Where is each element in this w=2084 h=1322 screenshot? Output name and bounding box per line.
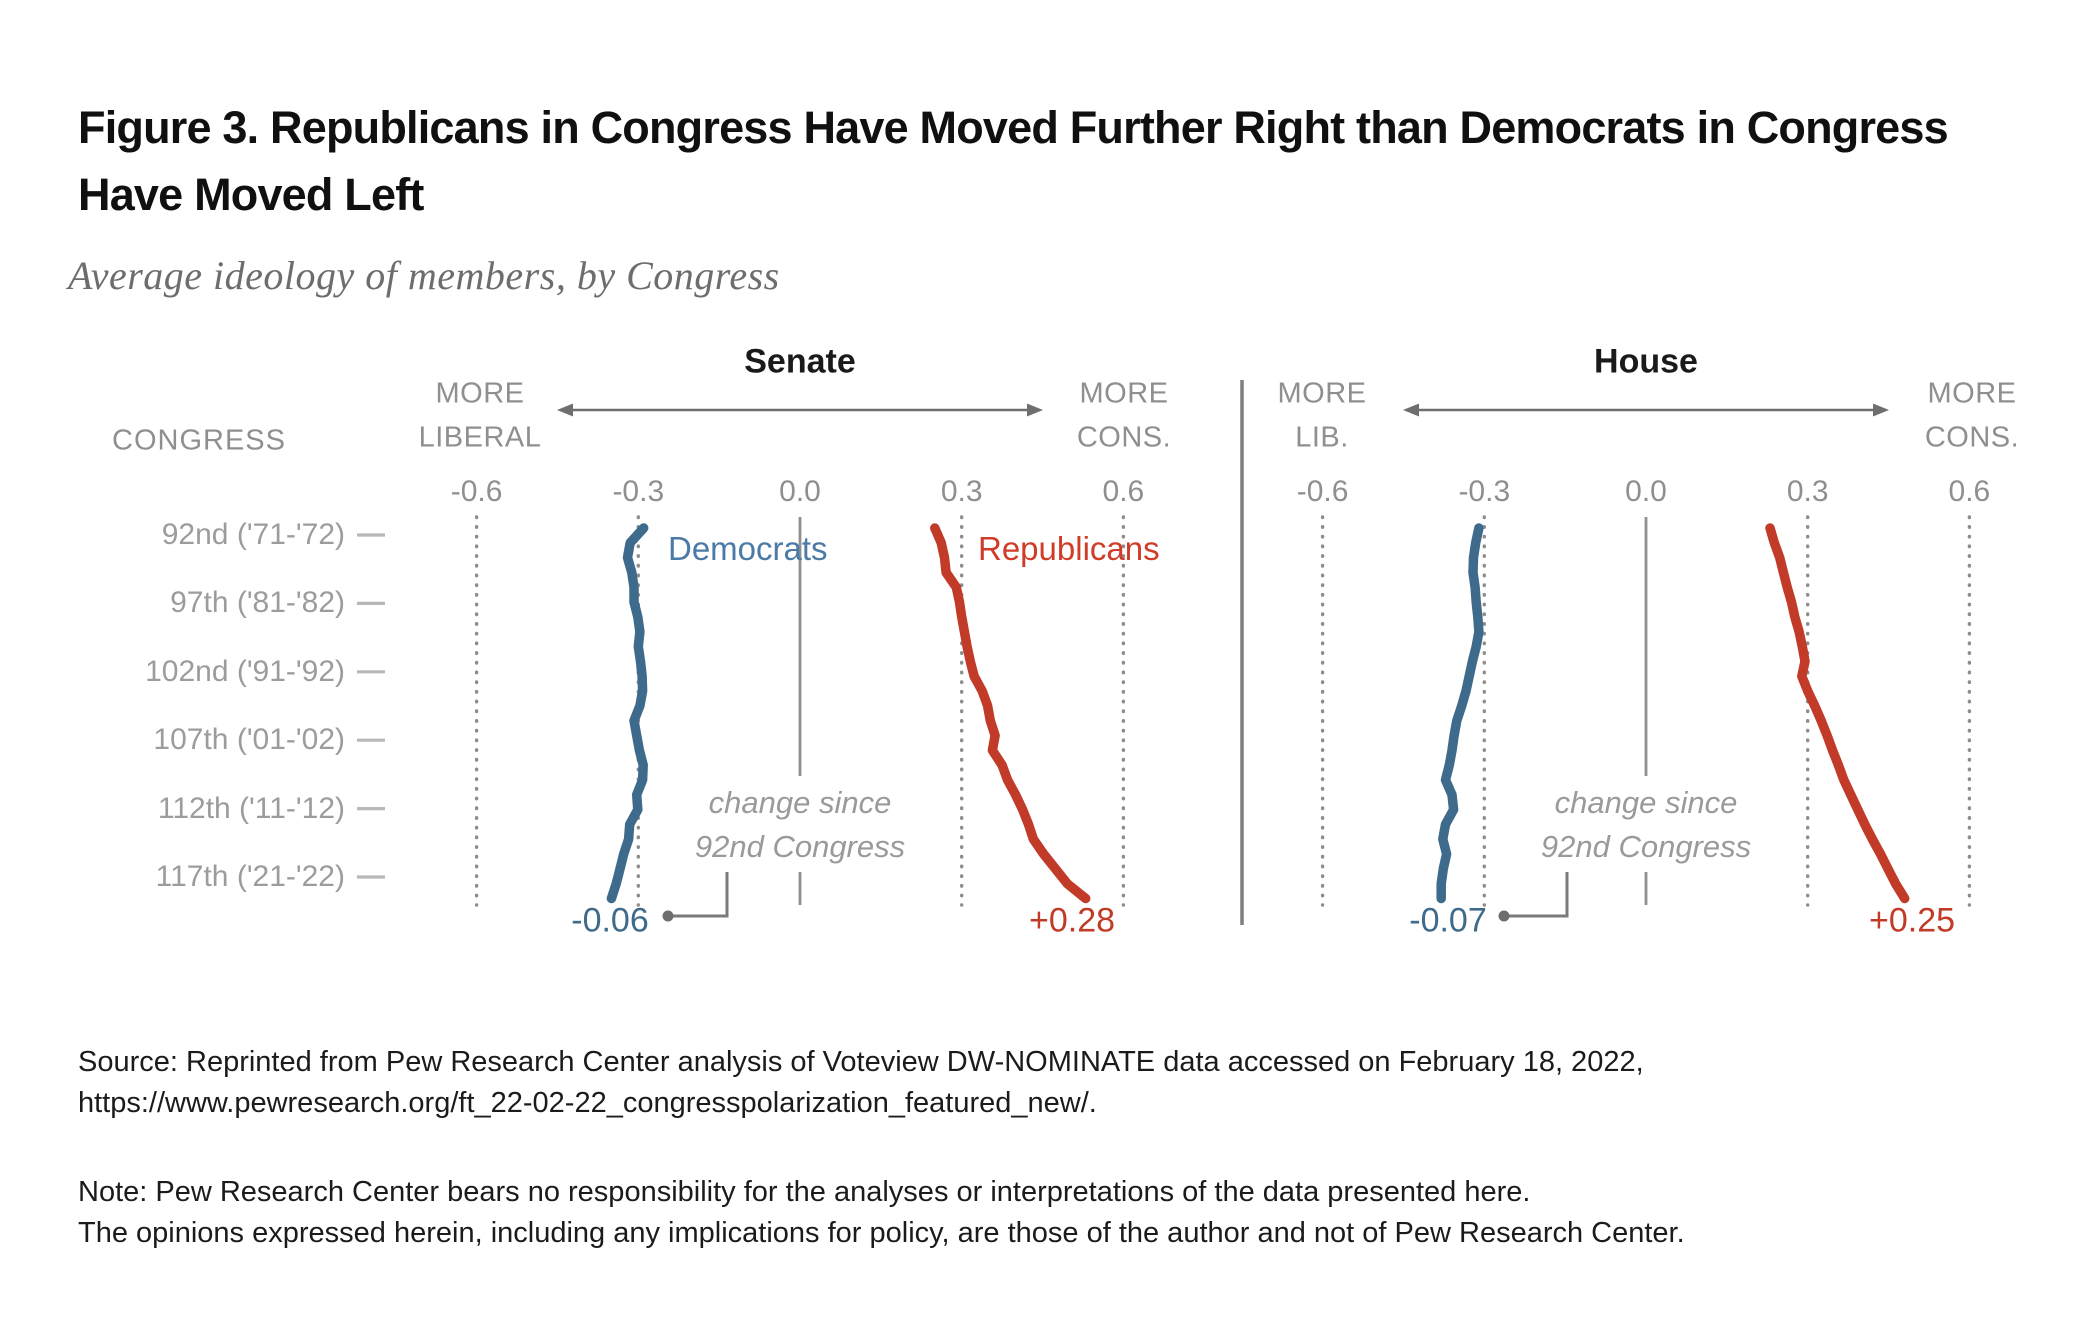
congress-row-label: 107th ('01-'02): [153, 723, 345, 757]
senate-republicans-line: [930, 523, 1091, 904]
axis-endpoint-label-left: LIBERAL: [418, 421, 542, 454]
axis-tick-label: 0.6: [1102, 475, 1145, 508]
source-line-2: https://www.pewresearch.org/ft_22-02-22_…: [78, 1087, 1097, 1119]
figure-subtitle: Average ideology of members, by Congress: [68, 253, 780, 298]
axis-endpoint-label-left: MORE: [1277, 377, 1367, 410]
arrowhead-left-icon: [1403, 403, 1419, 417]
house-democrats-line: [1436, 523, 1484, 904]
republican-change-value: +0.25: [1868, 901, 1956, 940]
change-since-note: 92nd Congress: [694, 829, 906, 864]
congress-row-label: 117th ('21-'22): [155, 860, 345, 893]
panel-title-house: House: [1594, 342, 1698, 381]
change-connector: [668, 872, 729, 918]
change-connector: [1504, 872, 1569, 918]
house-republicans-line: [1765, 523, 1910, 904]
change-connector-dot: [662, 910, 674, 922]
congress-row-label: 112th ('11-'12): [157, 791, 345, 825]
democrat-change-value: -0.06: [571, 901, 649, 940]
axis-tick-label: 0.3: [940, 475, 983, 508]
congress-row-label: 102nd ('91-'92): [145, 654, 345, 688]
arrowhead-right-icon: [1027, 403, 1043, 417]
democrat-change-value: -0.07: [1409, 901, 1487, 940]
change-connector-dot: [1498, 910, 1510, 922]
axis-tick-label: -0.6: [1296, 475, 1349, 508]
source-text-block: Source: Reprinted from Pew Research Cent…: [78, 1042, 2038, 1124]
axis-tick-label: -0.3: [1458, 475, 1511, 508]
axis-endpoint-label-left: LIB.: [1295, 421, 1349, 454]
axis-endpoint-label-left: MORE: [435, 377, 525, 410]
senate-democrats-line: [606, 523, 649, 904]
note-line-2: The opinions expressed herein, including…: [78, 1217, 1685, 1249]
axis-endpoint-label-right: MORE: [1079, 377, 1169, 410]
congress-axis-header: CONGRESS: [112, 424, 286, 457]
source-line-1: Source: Reprinted from Pew Research Cent…: [78, 1046, 1644, 1078]
axis-endpoint-label-right: CONS.: [1076, 421, 1172, 454]
change-since-note: 92nd Congress: [1540, 829, 1752, 864]
axis-tick-label: -0.6: [450, 475, 503, 508]
congress-row-label: 97th ('81-'82): [170, 586, 345, 620]
axis-endpoint-label-right: MORE: [1927, 377, 2017, 410]
axis-tick-label: 0.0: [779, 475, 821, 508]
panel-title-senate: Senate: [744, 342, 856, 381]
series-label-democrats: Democrats: [668, 530, 828, 567]
axis-tick-label: 0.0: [1625, 475, 1667, 508]
note-text-block: Note: Pew Research Center bears no respo…: [78, 1172, 2068, 1254]
congress-row-label: 92nd ('71-'72): [161, 518, 345, 551]
note-line-1: Note: Pew Research Center bears no respo…: [78, 1176, 1531, 1208]
change-since-note: change since: [708, 785, 892, 820]
axis-tick-label: 0.3: [1786, 475, 1829, 508]
change-since-note: change since: [1554, 785, 1738, 820]
republican-change-value: +0.28: [1028, 901, 1116, 940]
axis-endpoint-label-right: CONS.: [1924, 421, 2020, 454]
figure-title: Figure 3. Republicans in Congress Have M…: [78, 102, 1949, 221]
axis-tick-label: 0.6: [1948, 475, 1991, 508]
arrowhead-right-icon: [1873, 403, 1889, 417]
axis-tick-label: -0.3: [612, 475, 665, 508]
arrowhead-left-icon: [557, 403, 573, 417]
series-label-republicans: Republicans: [978, 530, 1160, 567]
